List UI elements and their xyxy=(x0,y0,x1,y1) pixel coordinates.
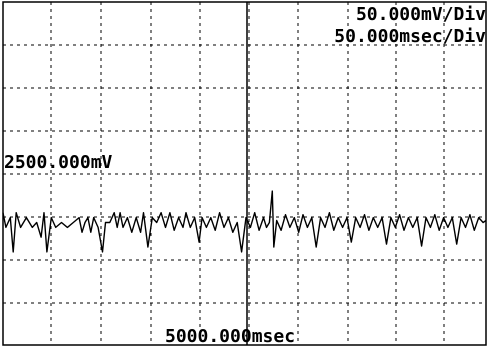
series-line-0 xyxy=(2,190,487,253)
time-per-div-label: 50.000msec/Div xyxy=(334,26,486,47)
center-time-label: 5000.000msec xyxy=(165,326,296,347)
offset-label: 2500.000mV xyxy=(4,152,113,173)
trace-layer xyxy=(2,190,487,253)
grid xyxy=(2,1,487,346)
volts-per-div-label: 50.000mV/Div xyxy=(355,4,486,25)
